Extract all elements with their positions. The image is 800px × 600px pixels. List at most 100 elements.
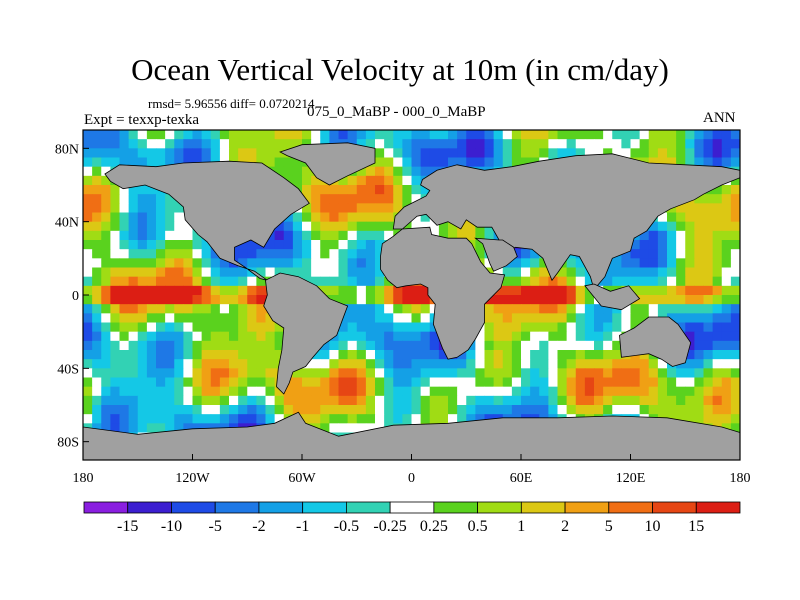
field-cell <box>92 359 102 369</box>
field-cell <box>101 285 111 296</box>
field-cell <box>238 359 248 369</box>
field-cell <box>247 368 257 378</box>
field-cell <box>210 130 221 140</box>
field-cell <box>448 368 458 378</box>
field-cell <box>101 267 111 278</box>
field-cell <box>311 276 321 287</box>
field-cell <box>694 304 704 314</box>
field-cell <box>603 405 613 415</box>
field-cell <box>128 285 139 296</box>
field-cell <box>566 295 577 305</box>
field-cell <box>694 395 704 406</box>
field-cell <box>347 249 358 259</box>
field-cell <box>393 322 403 333</box>
field-cell <box>721 276 732 287</box>
field-cell <box>730 139 740 149</box>
field-cell <box>83 295 93 305</box>
field-cell <box>229 295 239 305</box>
field-cell <box>283 267 294 278</box>
field-cell <box>165 249 175 259</box>
field-cell <box>676 313 686 323</box>
field-cell <box>712 350 723 360</box>
field-cell <box>156 130 166 140</box>
field-cell <box>612 276 622 287</box>
field-cell <box>174 157 184 168</box>
field-cell <box>594 331 604 342</box>
field-cell <box>110 423 120 433</box>
field-cell <box>201 331 212 342</box>
field-cell <box>475 386 485 397</box>
field-cell <box>347 203 358 213</box>
field-cell <box>302 414 312 424</box>
field-cell <box>356 331 367 342</box>
field-cell <box>92 139 102 149</box>
field-cell <box>402 350 412 360</box>
field-cell <box>137 194 148 204</box>
field-cell <box>621 139 631 149</box>
field-cell <box>83 359 93 369</box>
field-cell <box>101 340 111 351</box>
field-cell <box>137 267 148 278</box>
field-cell <box>256 313 266 323</box>
field-cell <box>329 267 339 278</box>
field-cell <box>712 212 723 223</box>
field-cell <box>119 139 130 149</box>
field-cell <box>375 276 385 287</box>
field-cell <box>685 304 695 314</box>
land-south-america <box>263 272 349 395</box>
field-cell <box>192 423 203 433</box>
field-cell <box>156 395 166 406</box>
field-cell <box>493 331 504 342</box>
land-australia <box>619 316 692 367</box>
field-cell <box>539 322 549 333</box>
field-cell <box>411 322 422 333</box>
field-cell <box>210 331 221 342</box>
field-cell <box>411 340 422 351</box>
field-cell <box>493 267 504 278</box>
field-cell <box>530 405 540 415</box>
field-cell <box>676 304 686 314</box>
field-cell <box>146 405 157 415</box>
field-cell <box>146 350 157 360</box>
field-cell <box>338 368 349 378</box>
field-cell <box>92 313 102 323</box>
field-cell <box>703 230 714 241</box>
colorbar-swatch <box>127 501 172 514</box>
field-cell <box>210 414 221 424</box>
field-cell <box>548 331 558 342</box>
field-cell <box>393 368 403 378</box>
field-cell <box>365 377 376 388</box>
field-cell <box>584 331 595 342</box>
field-cell <box>548 405 558 415</box>
field-cell <box>685 313 695 323</box>
field-cell <box>575 304 586 314</box>
field-cell <box>302 230 312 241</box>
field-cell <box>137 350 148 360</box>
field-cell <box>137 377 148 388</box>
field-cell <box>548 285 558 296</box>
field-cell <box>657 377 668 388</box>
field-cell <box>292 267 303 278</box>
field-cell <box>420 295 431 305</box>
field-cell <box>521 148 531 158</box>
field-cell <box>256 249 266 259</box>
field-cell <box>119 157 130 168</box>
field-cell <box>575 148 586 158</box>
field-cell <box>83 377 93 388</box>
field-cell <box>630 304 641 314</box>
field-cell <box>630 148 641 158</box>
field-cell <box>356 166 367 177</box>
field-cell <box>402 340 412 351</box>
field-cell <box>639 395 650 406</box>
field-cell <box>101 313 111 323</box>
field-cell <box>676 295 686 305</box>
field-cell <box>247 258 257 268</box>
field-cell <box>703 157 714 168</box>
field-cell <box>311 203 321 213</box>
field-cell <box>557 405 568 415</box>
field-cell <box>502 331 513 342</box>
field-cell <box>639 258 650 268</box>
field-cell <box>703 340 714 351</box>
field-cell <box>256 130 266 140</box>
